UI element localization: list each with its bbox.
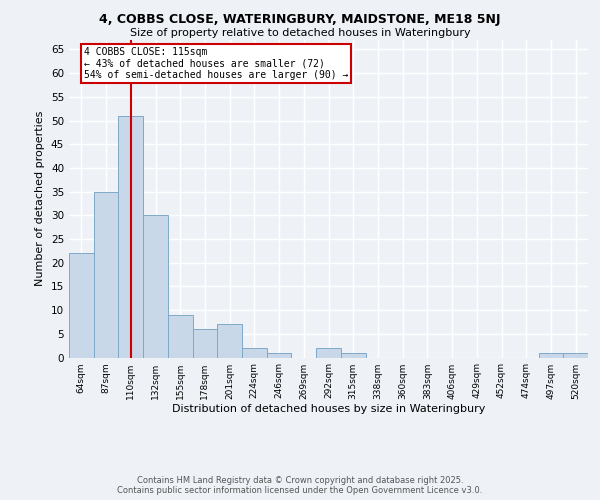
Text: 4, COBBS CLOSE, WATERINGBURY, MAIDSTONE, ME18 5NJ: 4, COBBS CLOSE, WATERINGBURY, MAIDSTONE,… <box>99 12 501 26</box>
Bar <box>217 324 242 358</box>
Bar <box>563 353 588 358</box>
Text: Contains HM Land Registry data © Crown copyright and database right 2025.
Contai: Contains HM Land Registry data © Crown c… <box>118 476 482 495</box>
Bar <box>118 116 143 358</box>
Y-axis label: Number of detached properties: Number of detached properties <box>35 111 46 286</box>
Text: Size of property relative to detached houses in Wateringbury: Size of property relative to detached ho… <box>130 28 470 38</box>
Bar <box>267 353 292 358</box>
Bar <box>143 216 168 358</box>
Bar <box>94 192 118 358</box>
Bar <box>341 353 365 358</box>
Text: 4 COBBS CLOSE: 115sqm
← 43% of detached houses are smaller (72)
54% of semi-deta: 4 COBBS CLOSE: 115sqm ← 43% of detached … <box>84 47 348 80</box>
Bar <box>316 348 341 358</box>
Bar <box>193 329 217 358</box>
X-axis label: Distribution of detached houses by size in Wateringbury: Distribution of detached houses by size … <box>172 404 485 414</box>
Bar <box>539 353 563 358</box>
Bar <box>69 253 94 358</box>
Bar <box>168 315 193 358</box>
Bar <box>242 348 267 358</box>
